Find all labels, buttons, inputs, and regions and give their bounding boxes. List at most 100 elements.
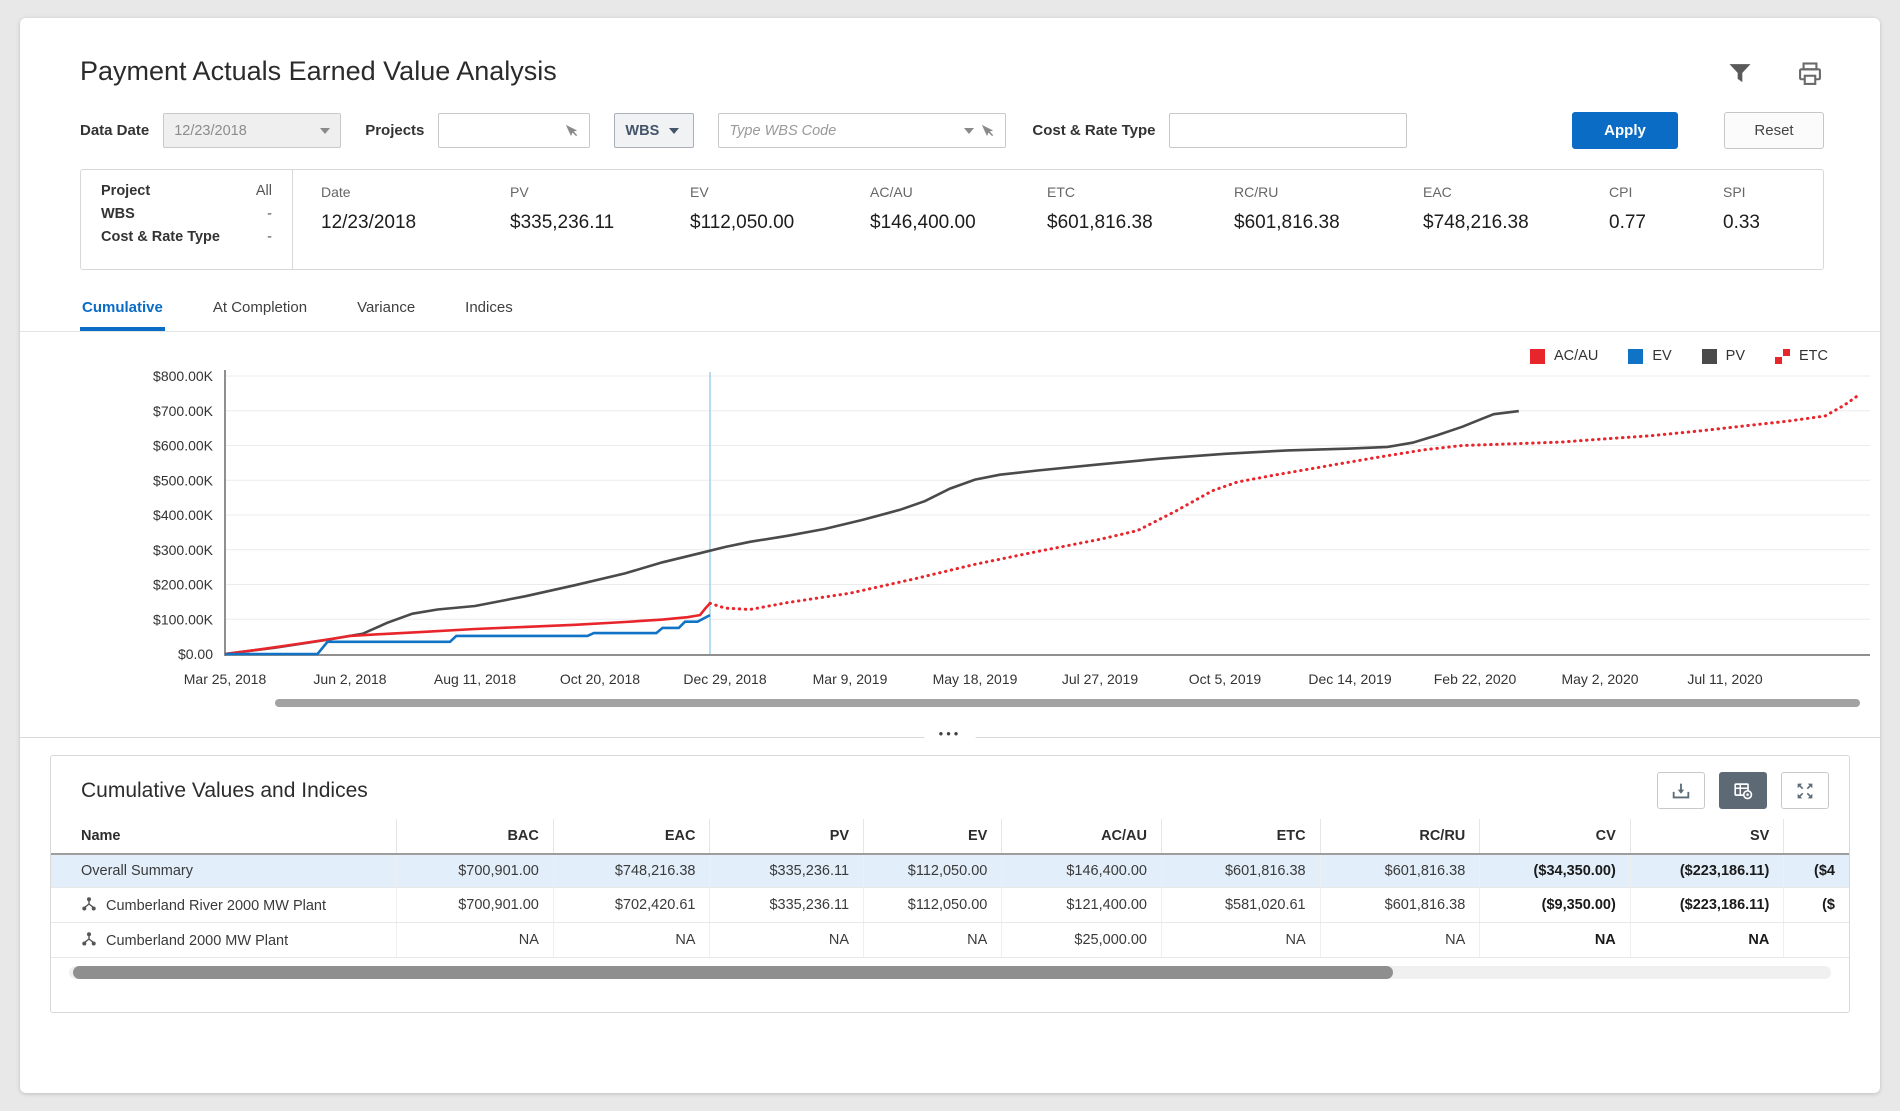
tab-strip: Cumulative At Completion Variance Indices xyxy=(20,290,1880,332)
summary-metric: ETC $601,816.38 xyxy=(1047,184,1234,269)
column-header-ev[interactable]: EV xyxy=(863,819,1003,855)
legend-swatch xyxy=(1529,348,1545,364)
cell-eac: NA xyxy=(553,922,711,958)
cell-bac: $700,901.00 xyxy=(396,854,554,888)
legend-item-pv[interactable]: PV xyxy=(1701,348,1745,364)
cell-ev: $112,050.00 xyxy=(863,887,1003,923)
cell-bac: NA xyxy=(396,922,554,958)
wbs-node-icon xyxy=(82,897,96,911)
summary-scope-row: WBS - xyxy=(101,206,272,222)
legend-item-etc[interactable]: ETC xyxy=(1775,348,1828,364)
cell-sv: ($223,186.11) xyxy=(1630,887,1785,923)
column-header-sv[interactable]: SV xyxy=(1630,819,1785,855)
expand-icon xyxy=(1797,783,1813,798)
column-header-clipped[interactable] xyxy=(1783,819,1849,855)
tab-at-completion[interactable]: At Completion xyxy=(212,299,308,316)
reset-button[interactable]: Reset xyxy=(1724,112,1824,149)
legend-label: ETC xyxy=(1799,348,1828,364)
column-header-ac-au[interactable]: AC/AU xyxy=(1001,819,1162,855)
cost-rate-label: Cost & Rate Type xyxy=(1032,122,1156,139)
row-name-label: Overall Summary xyxy=(81,863,193,879)
x-axis-tick-label: Jul 11, 2020 xyxy=(1687,671,1762,687)
summary-scope-value: All xyxy=(255,183,272,199)
cell-rc-ru: $601,816.38 xyxy=(1320,887,1481,923)
download-button[interactable] xyxy=(1657,772,1705,809)
column-header-etc[interactable]: ETC xyxy=(1161,819,1321,855)
column-header-rc-ru[interactable]: RC/RU xyxy=(1320,819,1481,855)
summary-metric: Date 12/23/2018 xyxy=(321,184,510,269)
table-horizontal-scrollbar[interactable] xyxy=(69,966,1831,979)
printer-icon[interactable] xyxy=(1796,60,1824,88)
cell-bac: $700,901.00 xyxy=(396,887,554,923)
panel-title: Cumulative Values and Indices xyxy=(81,778,368,802)
series-etc xyxy=(708,392,1862,612)
table-row[interactable]: Cumberland River 2000 MW Plant $700,901.0… xyxy=(51,887,1849,923)
projects-input[interactable] xyxy=(438,113,591,148)
cell-etc: NA xyxy=(1161,922,1321,958)
column-header-cv[interactable]: CV xyxy=(1479,819,1631,855)
grid-settings-button[interactable] xyxy=(1719,772,1767,809)
x-axis-tick-label: Oct 20, 2018 xyxy=(560,671,640,687)
cell-sv: NA xyxy=(1630,922,1785,958)
metric-value: $335,236.11 xyxy=(510,212,615,233)
wbs-code-picker-icon[interactable] xyxy=(980,123,995,138)
metric-value: 0.33 xyxy=(1723,212,1760,233)
panel-splitter[interactable]: ••• xyxy=(20,726,1880,747)
scrollbar-thumb[interactable] xyxy=(73,966,1393,979)
cell-clipped xyxy=(1783,922,1849,958)
page-title: Payment Actuals Earned Value Analysis xyxy=(80,56,557,86)
column-header-bac[interactable]: BAC xyxy=(396,819,554,855)
column-header-name[interactable]: Name xyxy=(51,819,398,855)
table-row[interactable]: Cumberland 2000 MW Plant NA NA NA NA $25,000.… xyxy=(51,922,1849,958)
summary-metric: RC/RU $601,816.38 xyxy=(1234,184,1423,269)
tab-cumulative[interactable]: Cumulative xyxy=(80,290,165,331)
expand-button[interactable] xyxy=(1781,772,1829,809)
legend-item-acau[interactable]: AC/AU xyxy=(1529,348,1598,364)
table-header-row: Name BAC EAC PV EV AC/AU ETC RC/RU CV SV xyxy=(51,819,1849,855)
metric-label: RC/RU xyxy=(1234,184,1279,200)
chevron-down-icon xyxy=(964,127,975,134)
tab-variance[interactable]: Variance xyxy=(357,299,416,316)
splitter-grip-icon[interactable]: ••• xyxy=(924,726,976,741)
y-axis-tick-label: $0.00 xyxy=(178,646,213,662)
data-date-select[interactable]: 12/23/2018 xyxy=(163,113,342,148)
x-axis-tick-label: Dec 14, 2019 xyxy=(1308,671,1391,687)
metric-value: $601,816.38 xyxy=(1234,212,1340,233)
x-axis-tick-label: Mar 25, 2018 xyxy=(184,671,267,687)
wbs-code-combobox[interactable]: Type WBS Code xyxy=(718,113,1007,148)
evm-summary-panel: Project All WBS - Cost & Rate Type - Dat… xyxy=(80,169,1824,270)
cost-rate-input[interactable] xyxy=(1169,113,1408,148)
apply-button[interactable]: Apply xyxy=(1572,112,1678,149)
summary-scope-value: - xyxy=(267,229,272,245)
metric-value: 12/23/2018 xyxy=(321,212,417,233)
metric-label: AC/AU xyxy=(870,184,913,200)
summary-scope-row: Project All xyxy=(101,183,272,199)
metric-label: ETC xyxy=(1047,184,1075,200)
summary-scope-row: Cost & Rate Type - xyxy=(101,229,272,245)
evm-line-chart: $0.00 $100.00K $200.00K $300.00K $400.00K $50… xyxy=(153,368,1870,687)
table-row[interactable]: Overall Summary $700,901.00 $748,216.38 $33… xyxy=(51,854,1849,888)
legend-swatch xyxy=(1775,348,1790,364)
x-axis-tick-label: Feb 22, 2020 xyxy=(1434,671,1517,687)
cell-cv: NA xyxy=(1479,922,1631,958)
summary-scope-label: WBS xyxy=(101,206,135,222)
chart-horizontal-scrollbar[interactable] xyxy=(275,699,1860,707)
funnel-icon[interactable] xyxy=(1726,60,1754,88)
cumulative-values-table: Name BAC EAC PV EV AC/AU ETC RC/RU CV SV Overall S… xyxy=(51,819,1849,958)
column-header-pv[interactable]: PV xyxy=(709,819,865,855)
wbs-dropdown-button[interactable]: WBS xyxy=(614,113,695,148)
legend-item-ev[interactable]: EV xyxy=(1628,348,1672,364)
filter-bar: Data Date 12/23/2018 Projects WBS Type W… xyxy=(20,112,1880,149)
cell-sv: ($223,186.11) xyxy=(1630,854,1785,888)
cell-cv: ($9,350.00) xyxy=(1479,887,1631,923)
summary-scope-label: Cost & Rate Type xyxy=(101,229,220,245)
projects-picker-icon[interactable] xyxy=(564,123,579,138)
app-card: Payment Actuals Earned Value Analysis Da… xyxy=(20,18,1880,1093)
metric-label: CPI xyxy=(1609,184,1633,200)
summary-metric: EAC $748,216.38 xyxy=(1423,184,1609,269)
tab-indices[interactable]: Indices xyxy=(465,299,513,316)
row-name-label: Cumberland 2000 MW Plant xyxy=(106,933,289,949)
summary-metric: PV $335,236.11 xyxy=(510,184,690,269)
column-header-eac[interactable]: EAC xyxy=(553,819,711,855)
summary-scope-value: - xyxy=(267,206,272,222)
